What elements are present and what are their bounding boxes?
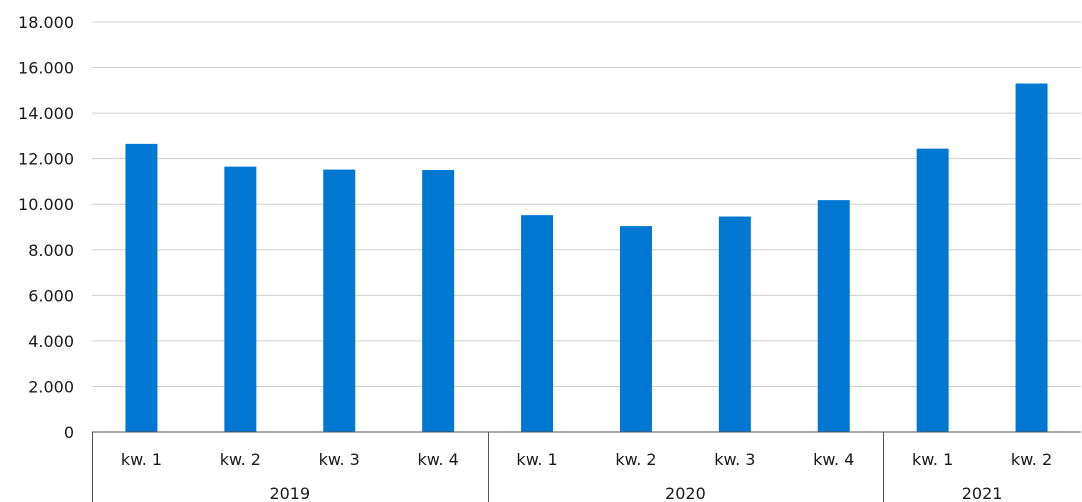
y-axis-tick-labels: 0 2.000 4.000 6.000 8.000 10.000 12.000 14.000 1… [18,13,74,442]
bar [422,170,455,433]
x-category-label: kw. 1 [516,450,557,469]
y-tick-label: 14.000 [18,104,74,123]
x-category-label: kw. 2 [615,450,656,469]
y-tick-label: 6.000 [28,286,74,305]
x-category-label: kw. 4 [813,450,854,469]
x-group-label: 2020 [665,484,706,502]
bar [521,215,554,432]
x-group-label: 2021 [962,484,1003,502]
bar [916,148,949,432]
bars [125,83,1048,433]
bar [619,226,652,432]
x-group-label: 2019 [269,484,310,502]
x-category-label: kw. 3 [319,450,360,469]
x-category-label: kw. 4 [418,450,459,469]
bar [718,216,751,432]
x-category-label: kw. 2 [220,450,261,469]
x-category-label: kw. 2 [1011,450,1052,469]
bar [125,143,158,432]
bar [224,166,257,432]
x-axis: kw. 1 kw. 2 kw. 3 kw. 4 kw. 1 kw. 2 kw. 3 kw. 4… [92,431,1081,502]
x-category-label: kw. 1 [912,450,953,469]
y-tick-label: 8.000 [28,241,74,260]
y-tick-label: 16.000 [18,59,74,78]
y-tick-label: 18.000 [18,13,74,32]
x-category-label: kw. 1 [121,450,162,469]
y-tick-label: 2.000 [28,377,74,396]
bar [1015,83,1048,432]
bar [817,200,850,432]
gridlines [92,21,1081,387]
y-tick-label: 4.000 [28,332,74,351]
y-tick-label: 12.000 [18,150,74,169]
y-tick-label: 10.000 [18,195,74,214]
x-category-label: kw. 3 [714,450,755,469]
bar [323,169,356,432]
y-tick-label: 0 [64,423,74,442]
